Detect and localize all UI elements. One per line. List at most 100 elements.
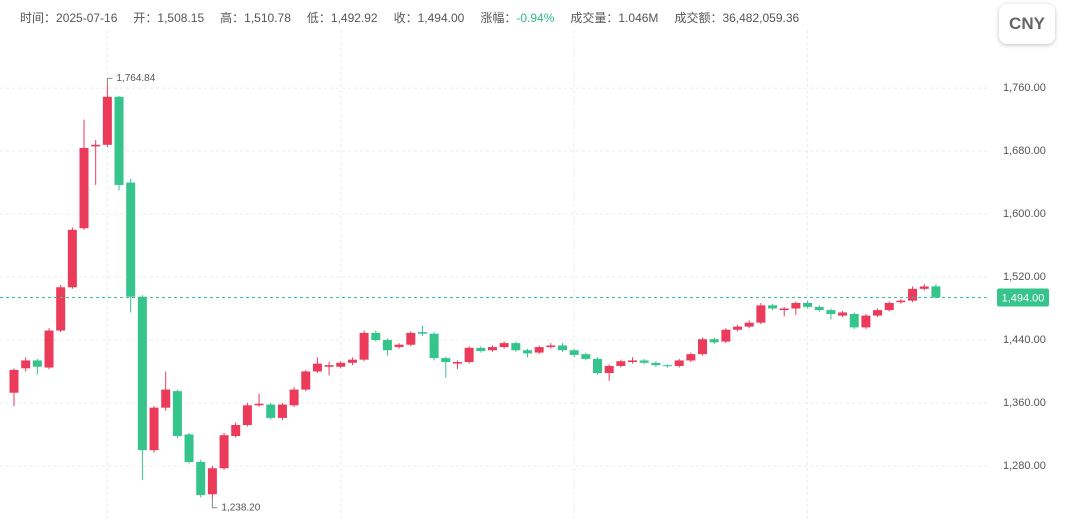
candle-body xyxy=(429,333,439,359)
candle-body xyxy=(441,358,451,363)
y-tick-label: 1,760.00 xyxy=(1003,82,1046,94)
candle-body xyxy=(733,326,743,330)
candle-body xyxy=(91,144,101,147)
candle-body xyxy=(756,305,766,323)
candle-body xyxy=(639,360,649,363)
annotation-label: 1,238.20 xyxy=(221,502,260,513)
candle-body xyxy=(406,332,416,345)
candle-body xyxy=(919,286,929,289)
info-value: 1,494.00 xyxy=(417,11,465,25)
y-tick-label: 1,280.00 xyxy=(1003,460,1046,472)
candle-body xyxy=(79,147,89,229)
candle-body xyxy=(593,358,602,374)
info-label: 开： xyxy=(133,11,158,25)
candle-body xyxy=(686,354,696,361)
candle-body xyxy=(312,363,322,372)
candle-body xyxy=(452,362,462,364)
info-item: 低：1,492.92 xyxy=(307,9,378,26)
candle-body xyxy=(347,359,357,363)
y-tick-label: 1,600.00 xyxy=(1003,208,1046,220)
candle-body xyxy=(487,347,497,351)
info-item: 成交额：36,482,059.36 xyxy=(674,9,799,26)
candle-body xyxy=(289,389,299,406)
candle-body xyxy=(394,344,404,348)
currency-button[interactable]: CNY xyxy=(999,4,1055,44)
candle-body xyxy=(476,347,486,352)
info-value: 1.046M xyxy=(618,11,659,25)
candle-body xyxy=(382,339,392,351)
candle-body xyxy=(231,424,241,437)
info-value: 1,492.92 xyxy=(330,11,378,25)
candle-body xyxy=(126,182,136,297)
candle-body xyxy=(324,365,334,367)
candle-body xyxy=(184,434,194,462)
candle-body xyxy=(149,407,159,451)
info-bar: 时间：2025-07-16 开：1,508.15 高：1,510.78 低：1,492… xyxy=(20,9,815,26)
candle-body xyxy=(277,404,287,418)
candle-body xyxy=(242,405,252,425)
candle-body xyxy=(896,300,906,303)
candle-body xyxy=(546,345,556,348)
candle-body xyxy=(371,332,381,340)
candle-body xyxy=(266,404,276,418)
candle-body xyxy=(56,287,66,331)
info-label: 收： xyxy=(393,11,418,25)
annotation-label: 1,764.84 xyxy=(116,73,155,84)
candle-body xyxy=(931,286,941,298)
info-item: 收：1,494.00 xyxy=(394,9,465,26)
candle-body xyxy=(207,468,217,495)
y-tick-label: 1,360.00 xyxy=(1003,397,1046,409)
info-value: 2025-07-16 xyxy=(56,11,118,25)
candle-body xyxy=(709,339,719,343)
info-value: 36,482,059.36 xyxy=(722,11,800,25)
info-value: -0.94% xyxy=(516,11,555,25)
candle-body xyxy=(464,347,474,363)
candle-body xyxy=(779,308,789,311)
candle-body xyxy=(803,302,813,307)
candle-body xyxy=(884,302,894,311)
candle-body xyxy=(499,343,509,348)
candle-body xyxy=(417,332,427,334)
candle-body xyxy=(511,343,521,351)
candle-body xyxy=(604,365,614,374)
y-tick-label: 1,680.00 xyxy=(1003,145,1046,157)
candle-body xyxy=(768,305,778,309)
last-price-label: 1,494.00 xyxy=(1002,292,1045,304)
candle-body xyxy=(628,360,638,363)
info-item: 时间：2025-07-16 xyxy=(20,9,117,26)
candle-body xyxy=(849,314,859,328)
info-label: 低： xyxy=(306,11,331,25)
candle-body xyxy=(522,350,532,354)
annotation-pointer xyxy=(106,77,113,85)
candle-body xyxy=(826,310,836,315)
candle-body xyxy=(651,362,661,366)
candle-body xyxy=(196,461,206,496)
candle-body xyxy=(534,347,544,353)
candle-body xyxy=(744,322,754,327)
info-value: 1,508.15 xyxy=(157,11,205,25)
candle-body xyxy=(102,96,112,145)
y-tick-label: 1,440.00 xyxy=(1003,334,1046,346)
candle-body xyxy=(301,371,311,390)
info-item: 开：1,508.15 xyxy=(133,9,204,26)
candle-body xyxy=(838,312,848,316)
candle-body xyxy=(663,365,673,367)
candle-body xyxy=(254,403,264,406)
candle-body xyxy=(114,96,124,185)
candle-body xyxy=(873,310,883,316)
annotation-pointer xyxy=(211,498,218,509)
candle-body xyxy=(557,345,567,351)
candle-body xyxy=(861,315,871,328)
info-label: 时间： xyxy=(20,11,57,25)
y-tick-label: 1,520.00 xyxy=(1003,271,1046,283)
candle-body xyxy=(219,435,229,469)
candle-body xyxy=(137,296,147,451)
candle-body xyxy=(359,332,369,360)
candle-body xyxy=(616,361,626,366)
last-price-box xyxy=(997,288,1049,307)
candle-body xyxy=(674,360,684,366)
candle-body xyxy=(791,302,801,309)
candle-body xyxy=(908,288,918,301)
